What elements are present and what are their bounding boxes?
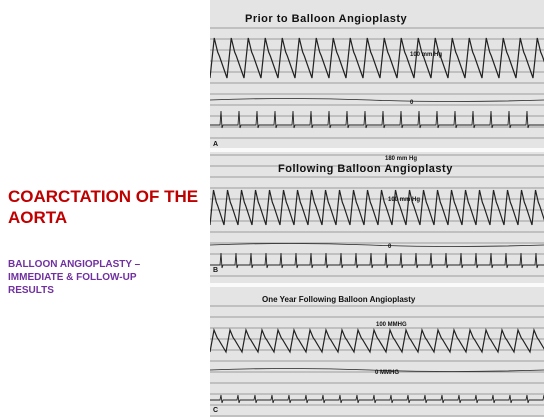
panel-label: B bbox=[213, 267, 218, 274]
divider bbox=[210, 148, 544, 152]
scale-label: 0 MMHG bbox=[375, 370, 399, 376]
slide-subtitle: BALLOON ANGIOPLASTY – IMMEDIATE & FOLLOW… bbox=[8, 258, 178, 297]
heading: Following Balloon Angioplasty bbox=[278, 163, 453, 175]
panel-label: C bbox=[213, 407, 218, 414]
slide: {"slide": {"title": "COARCTATION OF THE … bbox=[0, 0, 544, 417]
tracing-image: Prior to Balloon Angioplasty 100 mm Hg 0… bbox=[210, 0, 544, 417]
scale-label: 100 mm Hg bbox=[410, 52, 442, 58]
scale-label: 100 MMHG bbox=[376, 322, 407, 328]
divider bbox=[210, 283, 544, 287]
heading: One Year Following Balloon Angioplasty bbox=[262, 295, 416, 304]
panel-label: A bbox=[213, 141, 218, 148]
scale-label: 180 mm Hg bbox=[385, 156, 417, 162]
scale-label: 100 mm Hg bbox=[388, 197, 420, 203]
heading: Prior to Balloon Angioplasty bbox=[245, 13, 407, 25]
slide-title: COARCTATION OF THE AORTA bbox=[8, 186, 213, 228]
